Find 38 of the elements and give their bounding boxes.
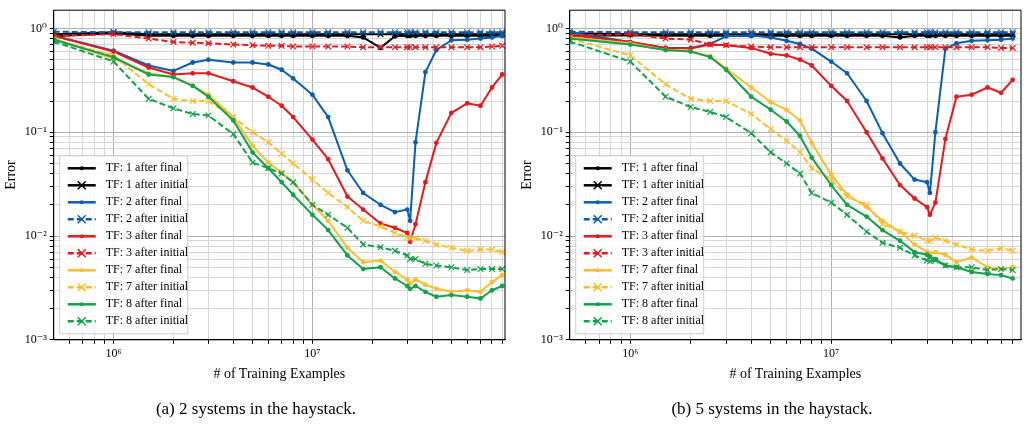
x-tick-label: 10⁷	[304, 346, 321, 361]
legend-label: TF: 8 after initial	[621, 313, 705, 328]
legend-label: TF: 3 after final	[105, 228, 183, 243]
y-tick-label: 10⁻²	[24, 228, 48, 243]
legend-label: TF: 3 after final	[621, 228, 699, 243]
y-axis-title: Error	[3, 159, 19, 190]
text: (b) 5 systems in the haystack.	[671, 399, 873, 419]
legend-label: TF: 7 after initial	[621, 279, 705, 294]
x-tick-label: 10⁶	[622, 346, 639, 361]
x-axis-title: # of Training Examples	[729, 366, 862, 382]
y-tick-label: 10⁻¹	[24, 124, 48, 139]
legend-label: TF: 2 after initial	[621, 211, 705, 226]
text: (a) 2 systems in the haystack.	[155, 399, 357, 419]
y-tick-label: 10⁻¹	[540, 124, 564, 139]
legend-label: TF: 7 after final	[105, 262, 183, 277]
y-tick-label: 10⁰	[29, 20, 47, 35]
y-tick-label: 10⁰	[545, 20, 563, 35]
legend-label: TF: 7 after final	[621, 262, 699, 277]
legend-label: TF: 1 after final	[105, 160, 183, 175]
x-tick-label: 10⁷	[823, 346, 840, 361]
y-tick-label: 10⁻³	[24, 331, 48, 346]
y-axis-title: Error	[519, 159, 535, 190]
legend-label: TF: 2 after initial	[105, 211, 189, 226]
legend-label: TF: 1 after initial	[621, 177, 705, 192]
legend-label: TF: 1 after final	[621, 160, 699, 175]
legend-label: TF: 3 after initial	[105, 245, 189, 260]
legend-label: TF: 8 after final	[621, 296, 699, 311]
legend-label: TF: 8 after initial	[105, 313, 189, 328]
legend-label: TF: 7 after initial	[105, 279, 189, 294]
y-tick-label: 10⁻³	[540, 331, 564, 346]
legend-label: TF: 2 after final	[105, 194, 183, 209]
legend-label: TF: 3 after initial	[621, 245, 705, 260]
legend-label: TF: 8 after final	[105, 296, 183, 311]
x-tick-label: 10⁶	[105, 346, 122, 361]
legend-label: TF: 1 after initial	[105, 177, 189, 192]
x-axis-title: # of Training Examples	[213, 366, 346, 382]
legend-label: TF: 2 after final	[621, 194, 699, 209]
y-tick-label: 10⁻²	[540, 228, 564, 243]
